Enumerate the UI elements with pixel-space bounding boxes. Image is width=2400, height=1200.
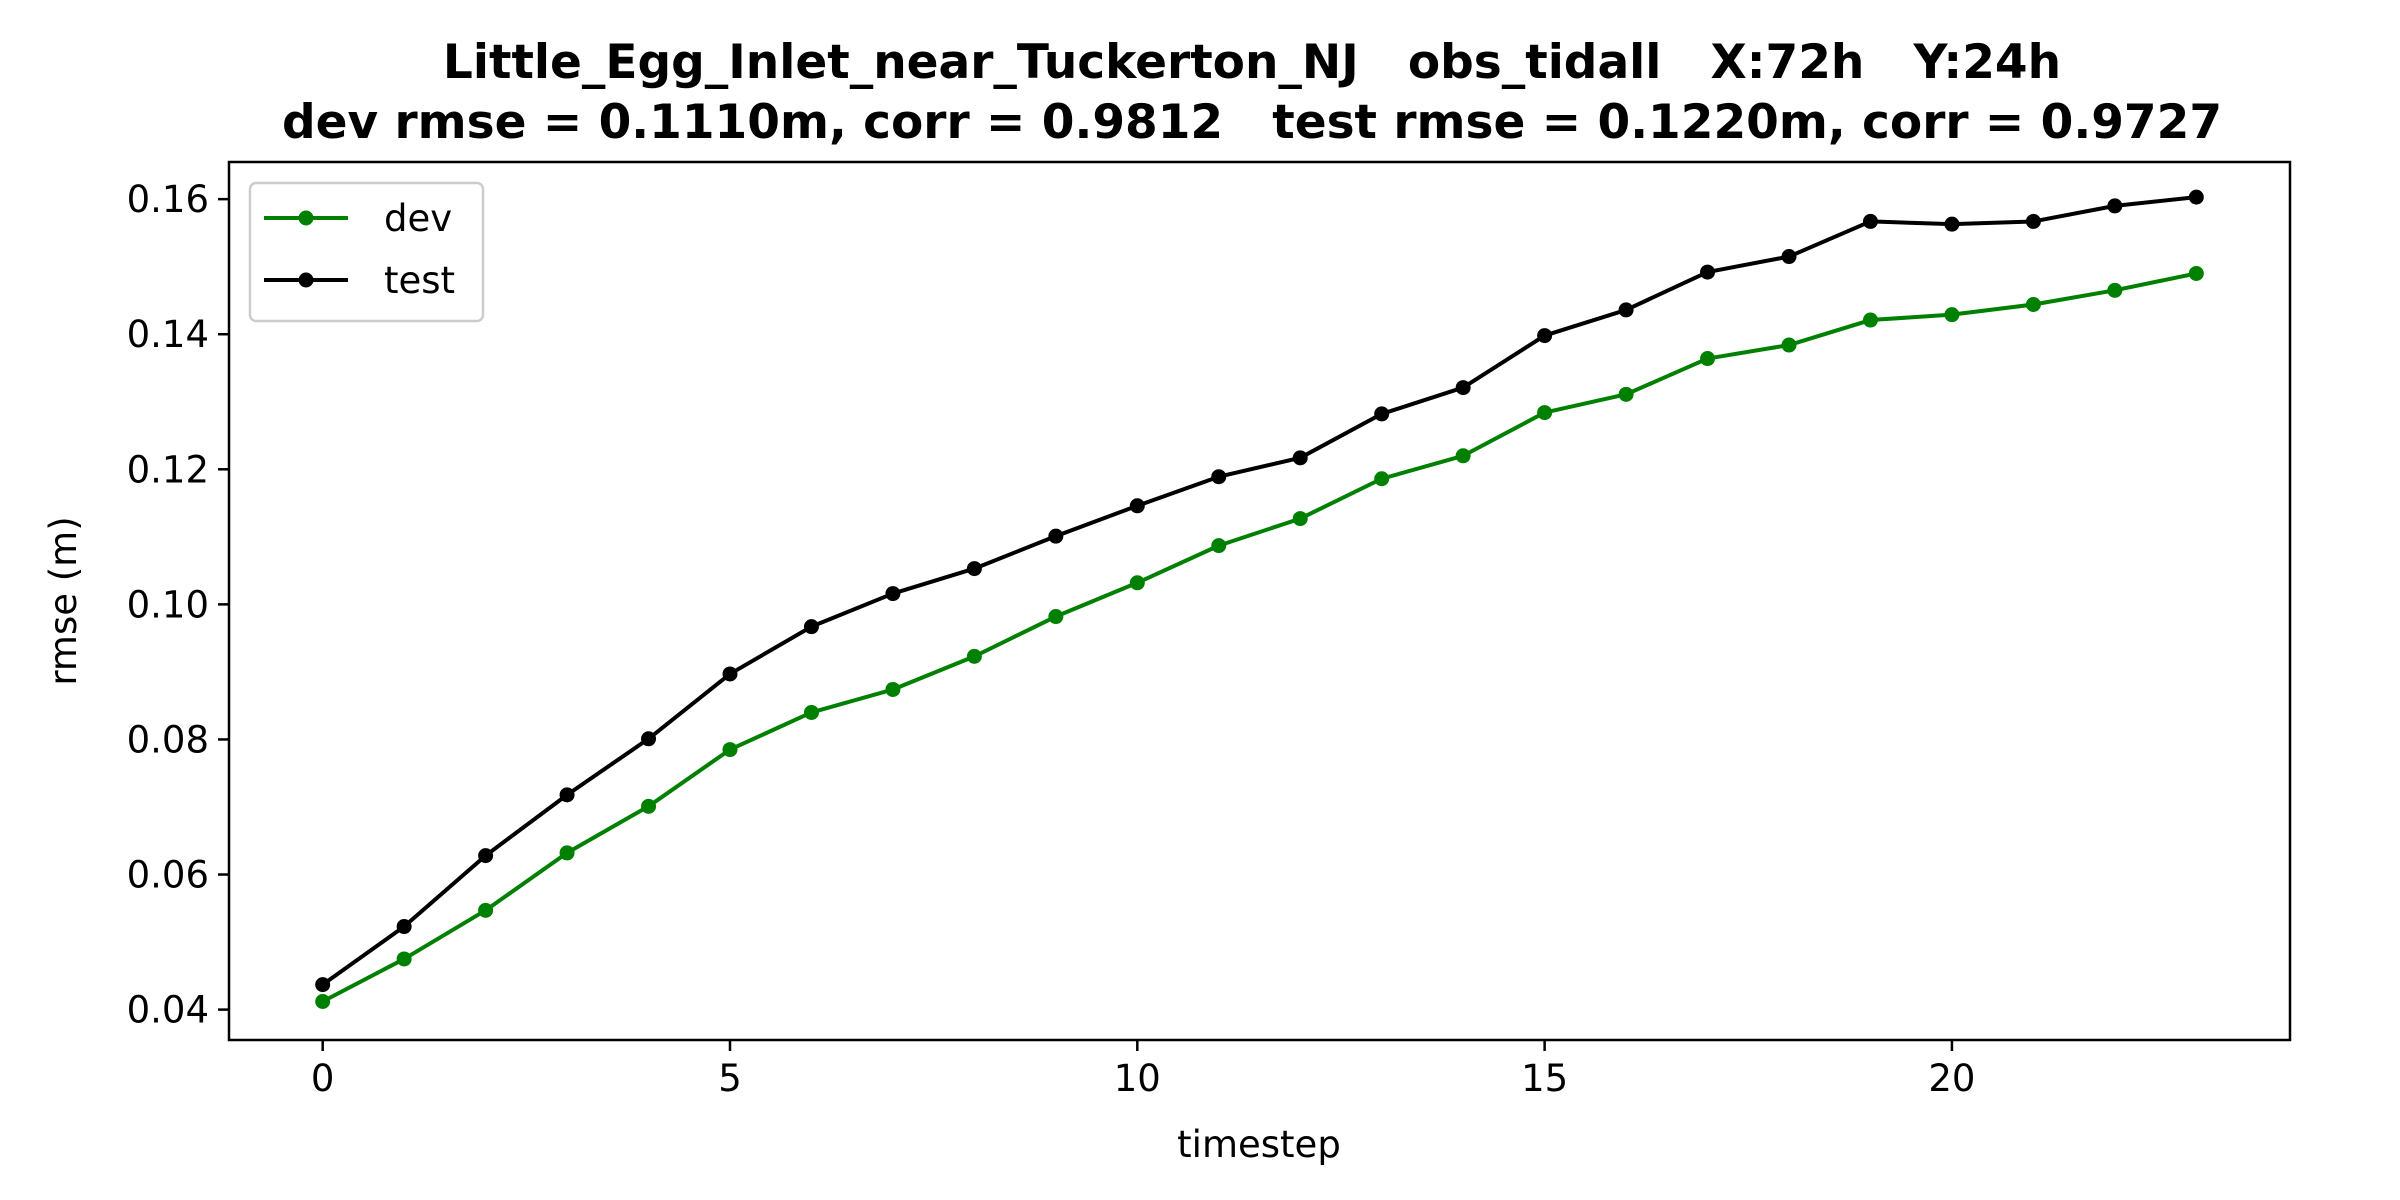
data-point-test (966, 561, 982, 577)
data-point-dev (1292, 511, 1308, 527)
data-point-test (1781, 249, 1797, 265)
data-point-test (2025, 213, 2041, 229)
legend: dev test (248, 181, 485, 323)
data-point-dev (1129, 575, 1145, 591)
data-point-test (641, 731, 657, 747)
data-point-test (2188, 189, 2204, 205)
data-point-dev (1374, 471, 1390, 487)
data-point-dev (478, 902, 494, 918)
data-point-test (1211, 469, 1227, 485)
y-tick-label: 0.14 (127, 313, 209, 356)
data-point-test (1700, 264, 1716, 280)
data-point-test (478, 848, 494, 864)
legend-label-test: test (384, 259, 455, 302)
data-point-dev (803, 704, 819, 720)
data-point-test (315, 977, 331, 993)
series-line-test (321, 195, 2197, 987)
data-point-test (722, 666, 738, 682)
legend-label-dev: dev (384, 197, 452, 240)
data-point-test (803, 619, 819, 635)
data-point-test (1048, 528, 1064, 544)
data-point-dev (1211, 538, 1227, 554)
series-layer (315, 189, 2204, 1010)
data-point-test (885, 586, 901, 602)
data-point-test (396, 919, 412, 935)
data-point-dev (885, 681, 901, 697)
data-point-dev (1700, 351, 1716, 367)
data-point-dev (2025, 297, 2041, 313)
data-point-dev (641, 798, 657, 814)
data-point-test (1129, 498, 1145, 514)
data-point-test (1862, 213, 1878, 229)
data-point-dev (2188, 265, 2204, 281)
x-tick-label: 0 (311, 1057, 335, 1100)
data-point-test (1374, 406, 1390, 422)
data-point-dev (396, 951, 412, 967)
y-tick-label: 0.06 (127, 854, 209, 897)
data-point-test (1618, 302, 1634, 318)
data-point-test (1537, 328, 1553, 344)
y-tick-label: 0.12 (127, 448, 209, 491)
data-point-dev (1537, 405, 1553, 421)
data-point-dev (1862, 312, 1878, 328)
x-tick-label: 5 (718, 1057, 742, 1100)
x-tick-label: 10 (1114, 1057, 1161, 1100)
legend-marker-test (298, 272, 314, 288)
chart-subtitle: dev rmse = 0.1110m, corr = 0.9812 test r… (282, 95, 2222, 150)
x-axis-label: timestep (1177, 1123, 1341, 1166)
data-point-test (2107, 198, 2123, 214)
y-axis-ticks: 0.04 0.06 0.08 0.10 0.12 0.14 0.16 (127, 178, 229, 1032)
series-line-dev (321, 271, 2197, 1004)
legend-marker-dev (298, 210, 314, 226)
data-point-test (1292, 450, 1308, 466)
y-axis-label: rmse (m) (42, 516, 85, 685)
data-point-dev (1781, 337, 1797, 353)
data-point-dev (559, 845, 575, 861)
y-tick-label: 0.16 (127, 178, 209, 221)
y-tick-label: 0.04 (127, 989, 209, 1032)
x-tick-label: 20 (1928, 1057, 1975, 1100)
data-point-dev (1048, 609, 1064, 625)
data-point-dev (2107, 282, 2123, 298)
x-axis-ticks: 0 5 10 15 20 (311, 1040, 1975, 1100)
data-point-dev (1618, 386, 1634, 402)
data-point-test (1455, 380, 1471, 396)
data-point-test (559, 787, 575, 803)
data-point-dev (315, 994, 331, 1010)
data-point-dev (1455, 448, 1471, 464)
data-point-dev (966, 648, 982, 664)
data-point-dev (722, 742, 738, 758)
y-tick-label: 0.10 (127, 583, 209, 626)
legend-entries: dev test (264, 197, 455, 302)
y-tick-label: 0.08 (127, 718, 209, 761)
chart-title: Little_Egg_Inlet_near_Tuckerton_NJ obs_t… (443, 35, 2061, 90)
plot-area (227, 160, 2292, 1042)
x-tick-label: 15 (1521, 1057, 1568, 1100)
data-point-dev (1944, 307, 1960, 323)
data-point-test (1944, 216, 1960, 232)
